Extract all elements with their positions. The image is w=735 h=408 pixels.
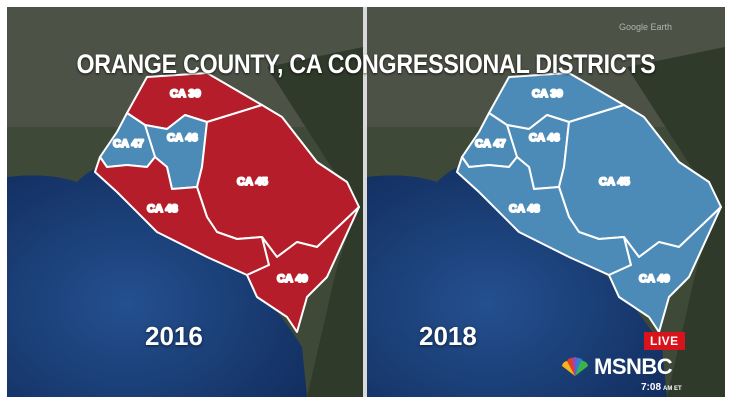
google-earth-watermark: Google Earth (619, 22, 673, 32)
map-title: ORANGE COUNTY, CA CONGRESSIONAL DISTRICT… (76, 49, 656, 79)
district-2018-ca48 (456, 156, 632, 276)
district-label: CA 47 (475, 138, 506, 150)
district-label: CA 49 (277, 273, 308, 285)
network-logo: MSNBC (559, 353, 673, 381)
district-label: CA 45 (237, 176, 268, 188)
district-label: CA 47 (113, 138, 144, 150)
clock-time: 7:08 (641, 382, 662, 393)
map-frame: CA 39 CA 46 CA 47 CA 45 CA 48 CA 49 CA 3… (7, 7, 725, 397)
clock-timezone: AM ET (663, 386, 682, 392)
district-label: CA 46 (167, 132, 198, 144)
district-map-2018: CA 39 CA 46 CA 47 CA 45 CA 48 CA 49 (456, 72, 722, 333)
district-label: CA 39 (170, 88, 201, 100)
broadcast-clock: 7:08 AM ET (641, 382, 682, 393)
district-label: CA 48 (509, 203, 540, 215)
district-label: CA 46 (529, 132, 560, 144)
district-2016-ca49 (246, 206, 360, 333)
year-label-2016: 2016 (145, 321, 203, 351)
nbc-peacock-icon (562, 357, 588, 376)
network-name: MSNBC (594, 354, 673, 379)
panel-divider (363, 7, 367, 397)
district-2018-ca49 (608, 206, 722, 333)
live-badge: LIVE (644, 332, 685, 350)
district-label: CA 48 (147, 203, 178, 215)
district-2016-ca48 (94, 156, 270, 276)
district-map-2016: CA 39 CA 46 CA 47 CA 45 CA 48 CA 49 (94, 72, 360, 333)
map-scene: CA 39 CA 46 CA 47 CA 45 CA 48 CA 49 CA 3… (7, 7, 725, 397)
district-label: CA 49 (639, 273, 670, 285)
district-label: CA 39 (532, 88, 563, 100)
district-label: CA 45 (599, 176, 630, 188)
year-label-2018: 2018 (419, 321, 477, 351)
